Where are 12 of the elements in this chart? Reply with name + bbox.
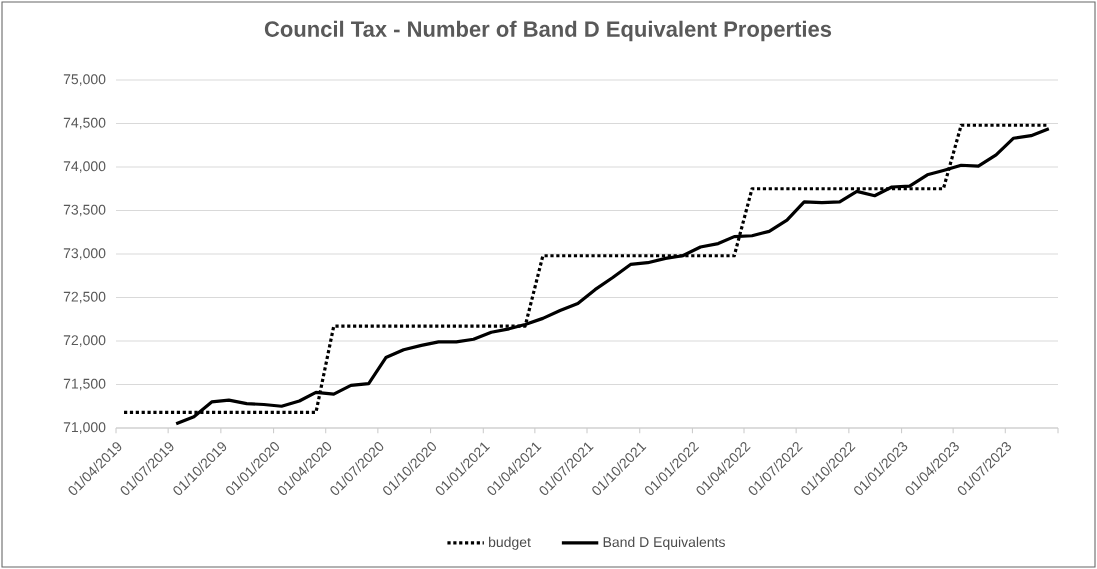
y-tick-label: 73,500 [63, 204, 106, 217]
y-tick-label: 71,500 [63, 378, 106, 391]
y-tick-label: 73,000 [63, 248, 106, 260]
chart-title: Council Tax - Number of Band D Equivalent Properties [264, 20, 832, 42]
y-tick-label: 71,000 [63, 422, 106, 434]
y-tick-label: 75,000 [63, 74, 106, 86]
y-tick-label: 72,000 [63, 335, 106, 347]
legend-label: Band D Equivalents [603, 536, 725, 550]
y-tick-label: 72,500 [63, 291, 106, 304]
y-tick-label: 74,500 [63, 117, 106, 130]
y-tick-label: 74,000 [63, 161, 106, 173]
legend-label: budget [489, 536, 531, 550]
